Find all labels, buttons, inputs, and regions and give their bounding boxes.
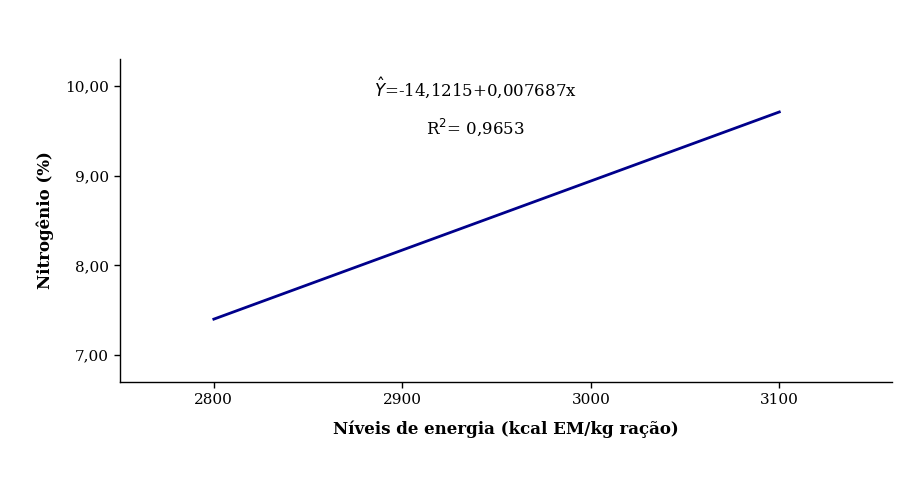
Y-axis label: Nitrogênio (%): Nitrogênio (%) <box>37 151 54 290</box>
Text: R$^{2}$= 0,9653: R$^{2}$= 0,9653 <box>425 117 524 139</box>
Text: $\hat{Y}$=-14,1215+0,007687x: $\hat{Y}$=-14,1215+0,007687x <box>373 75 576 100</box>
X-axis label: Níveis de energia (kcal EM/kg ração): Níveis de energia (kcal EM/kg ração) <box>333 420 678 438</box>
